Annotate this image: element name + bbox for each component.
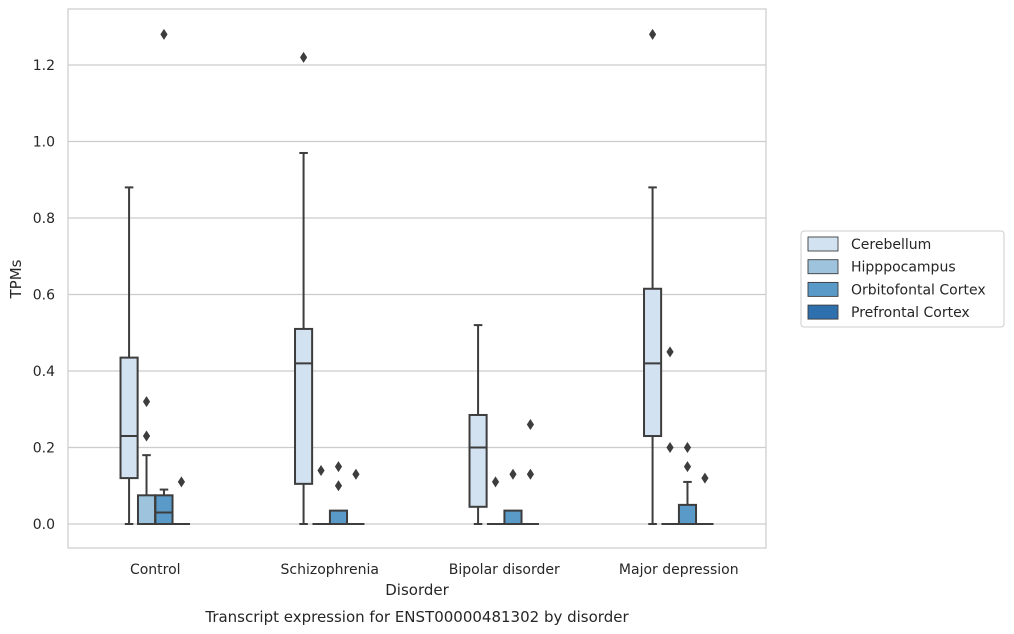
outlier-point (352, 468, 360, 480)
outlier-point (683, 461, 692, 473)
box-group (119, 186, 139, 525)
legend-label: Cerebellum (851, 237, 931, 253)
box-group (643, 28, 663, 525)
box-group (661, 346, 679, 525)
outlier-point (317, 464, 325, 476)
box (503, 509, 523, 525)
outlier-point (334, 461, 343, 473)
box (294, 327, 314, 485)
outlier-point (666, 346, 674, 358)
outlier-point (683, 442, 692, 453)
y-tick-label: 1.2 (33, 58, 55, 74)
chart-caption: Transcript expression for ENST0000048130… (204, 608, 629, 626)
outlier-point (142, 430, 151, 442)
y-tick-label: 0.0 (33, 517, 55, 533)
box-group (294, 51, 314, 525)
box-group (172, 476, 190, 525)
x-tick-label: Schizophrenia (281, 562, 379, 578)
box-group (677, 442, 698, 525)
y-tick-label: 1.0 (33, 135, 55, 151)
legend-label: Orbitofontal Cortex (851, 282, 986, 298)
x-axis-label: Disorder (385, 581, 449, 599)
box-group (486, 476, 505, 525)
y-axis-label: TPMs (7, 259, 25, 299)
box-group (154, 28, 174, 525)
box-marks (119, 28, 714, 525)
box-group (521, 419, 539, 525)
box-group (312, 464, 330, 525)
box-group (503, 468, 523, 525)
x-tick-labels: Control Schizophrenia Bipolar disorder Majo… (130, 562, 739, 578)
gridlines (68, 64, 766, 525)
box-group (347, 468, 365, 525)
box-group (328, 461, 349, 525)
box-group (696, 472, 714, 525)
outlier-point (666, 442, 674, 453)
box (154, 494, 174, 525)
outlier-point (701, 472, 709, 484)
outlier-point (177, 476, 186, 488)
box (119, 356, 139, 480)
x-tick-label: Bipolar disorder (449, 562, 560, 578)
outlier-point (526, 468, 535, 480)
legend-swatch (807, 236, 839, 252)
legend-swatch (807, 259, 839, 275)
x-tick-label: Major depression (619, 562, 739, 578)
legend-swatch (807, 304, 839, 320)
y-tick-label: 0.2 (33, 441, 55, 457)
outlier-point (526, 419, 535, 431)
outlier-point (509, 468, 517, 480)
outlier-point (491, 476, 500, 488)
box-group (468, 324, 488, 525)
legend-swatch (807, 281, 839, 297)
box (328, 509, 349, 525)
y-tick-label: 0.8 (33, 211, 55, 227)
y-tick-labels: 0.0 0.2 0.4 0.6 0.8 1.0 1.2 (33, 58, 55, 533)
legend-label: Hipppocampus (851, 260, 956, 276)
box (677, 503, 698, 525)
outlier-point (142, 396, 151, 408)
legend-frame (800, 230, 1005, 328)
outlier-point (299, 51, 308, 63)
legend-label: Prefrontal Cortex (851, 305, 970, 321)
plot-area (67, 8, 767, 549)
box (136, 494, 157, 525)
y-tick-label: 0.4 (33, 364, 55, 380)
box-group (136, 396, 157, 525)
box (468, 413, 488, 508)
outlier-point (160, 28, 168, 40)
outlier-point (334, 480, 343, 492)
legend: Cerebellum Hipppocampus Orbitofontal Corte… (800, 230, 1005, 328)
x-tick-label: Control (130, 562, 181, 578)
outlier-point (648, 28, 657, 40)
y-tick-label: 0.6 (33, 288, 55, 304)
